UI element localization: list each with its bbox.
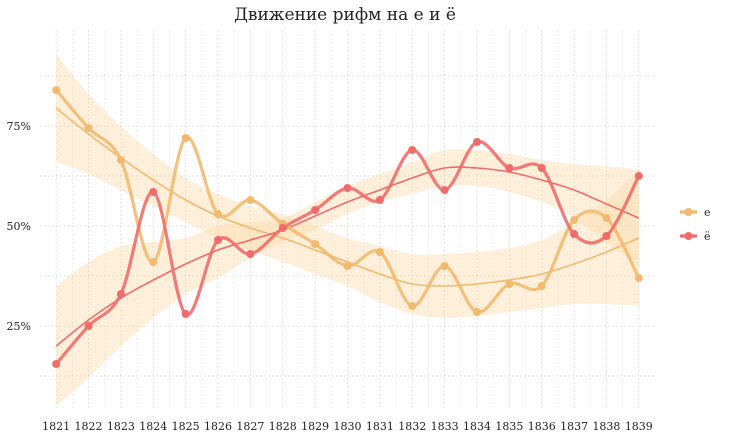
axis-labels: 1821 1822 1823 1824 1825 1826 1827 1828 1829 1830… <box>7 120 653 433</box>
x-tick-label: 1824 <box>139 420 167 433</box>
x-tick-label: 1827 <box>236 420 264 433</box>
data-point <box>472 308 481 316</box>
data-point <box>634 274 643 282</box>
data-point <box>408 302 417 310</box>
data-points <box>52 86 643 368</box>
data-point <box>375 248 384 256</box>
chart-title: Движение рифм на е и ё <box>234 5 456 25</box>
x-tick-label: 1821 <box>42 420 70 433</box>
data-point <box>343 184 352 192</box>
data-point <box>602 232 611 240</box>
x-tick-label: 1832 <box>398 420 426 433</box>
data-point <box>214 236 223 244</box>
data-point <box>149 258 158 266</box>
data-point <box>505 280 514 288</box>
data-point <box>84 322 93 330</box>
legend: её <box>680 206 711 243</box>
x-tick-label: 1838 <box>592 420 620 433</box>
x-tick-label: 1837 <box>560 420 588 433</box>
x-tick-label: 1839 <box>625 420 653 433</box>
data-point <box>537 282 546 290</box>
data-point <box>84 124 93 132</box>
data-point <box>570 230 579 238</box>
legend-label: е <box>704 206 711 219</box>
data-point <box>311 206 320 214</box>
x-tick-label: 1822 <box>75 420 103 433</box>
data-point <box>116 290 125 298</box>
data-point <box>52 86 61 94</box>
trend-line <box>55 166 640 347</box>
y-tick-label: 25% <box>7 320 31 333</box>
confidence-band <box>56 148 639 407</box>
data-point <box>472 138 481 146</box>
data-point <box>181 310 190 318</box>
legend-key-point <box>684 232 693 240</box>
x-tick-label: 1836 <box>528 420 556 433</box>
x-tick-label: 1831 <box>366 420 394 433</box>
x-tick-label: 1833 <box>431 420 459 433</box>
data-point <box>440 262 449 270</box>
confidence-bands <box>56 54 639 407</box>
y-tick-label: 75% <box>7 120 31 133</box>
data-point <box>537 164 546 172</box>
data-point <box>181 134 190 142</box>
x-tick-label: 1830 <box>334 420 362 433</box>
x-tick-label: 1826 <box>204 420 232 433</box>
grid <box>40 30 655 410</box>
data-point <box>116 156 125 164</box>
x-tick-label: 1835 <box>495 420 523 433</box>
data-point <box>278 224 287 232</box>
data-point <box>570 216 579 224</box>
x-tick-label: 1834 <box>463 420 491 433</box>
confidence-band <box>56 54 639 319</box>
legend-key-point <box>684 208 693 216</box>
data-point <box>52 360 61 368</box>
x-tick-label: 1828 <box>269 420 297 433</box>
data-point <box>311 240 320 248</box>
y-tick-label: 50% <box>7 220 31 233</box>
data-point <box>343 262 352 270</box>
data-point <box>375 196 384 204</box>
x-tick-label: 1829 <box>301 420 329 433</box>
data-point <box>634 172 643 180</box>
x-tick-label: 1823 <box>107 420 135 433</box>
data-point <box>602 214 611 222</box>
data-point <box>214 210 223 218</box>
data-point <box>149 188 158 196</box>
data-point <box>505 164 514 172</box>
data-point <box>246 196 255 204</box>
data-point <box>408 146 417 154</box>
x-tick-label: 1825 <box>172 420 200 433</box>
data-point <box>440 186 449 194</box>
data-point <box>246 250 255 258</box>
legend-label: ё <box>704 230 711 243</box>
